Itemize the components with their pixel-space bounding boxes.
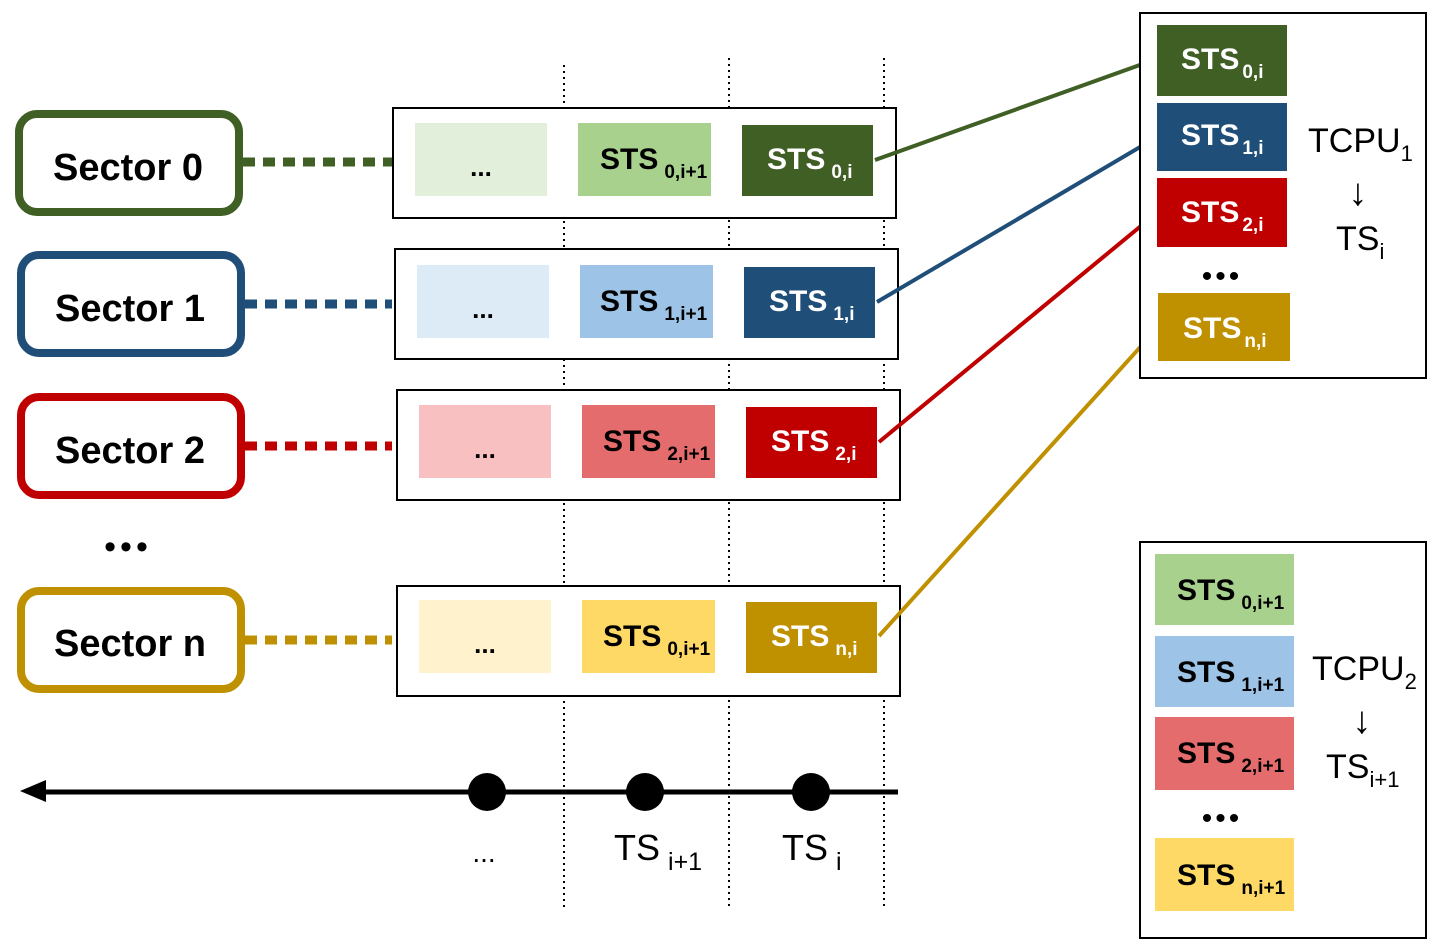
tcpu-sts-cell (1155, 554, 1294, 625)
arrow-sts1-to-tcpu1 (875, 138, 1154, 304)
tcpu-arrow: ↓ (1349, 172, 1368, 214)
sector-box (17, 587, 245, 693)
sts-current-cell (746, 602, 877, 673)
sts-current-cell (744, 267, 875, 338)
sts-next-cell (582, 405, 715, 478)
sts-current-label: STS 0,i (767, 143, 852, 183)
sts-current-label: STS n,i (771, 620, 858, 660)
sts-current-cell (746, 407, 877, 478)
sector-box (17, 251, 245, 357)
ellipsis-cell-text: ... (470, 152, 492, 182)
tcpu2-panel: STS 0,i+1 STS 1,i+1 STS 2,i+1 ••• STS n,i+1 … (1139, 541, 1427, 939)
tcpu-ts: TSi (1336, 220, 1384, 264)
tcpu-sts-label: STS 0,i (1181, 43, 1263, 83)
tcpu-arrow: ↓ (1353, 700, 1372, 742)
sector-row-1: Sector 1 ... STS 1,i+1 STS 1,i (17, 248, 899, 360)
sts-next-cell (578, 123, 711, 196)
sector-row-0: Sector 0 ... STS 0,i+1 STS 0,i (15, 107, 897, 219)
tcpu-ellipsis: ••• (1202, 802, 1243, 835)
tcpu-sts-cell (1155, 636, 1294, 707)
timeline-label: TS i+1 (614, 827, 702, 876)
tcpu-sts-cell (1155, 717, 1294, 790)
ellipsis-cell (415, 123, 547, 196)
timeline-label: ... (472, 837, 495, 868)
sector-label: Sector 2 (55, 430, 205, 472)
timeline-point (468, 773, 506, 811)
sector-ellipsis: ••• (104, 528, 152, 566)
ellipsis-cell-text: ... (474, 434, 496, 464)
tcpu-sts-cell (1157, 178, 1287, 247)
sts-next-label: STS 0,i+1 (603, 620, 711, 660)
sts-next-label: STS 2,i+1 (603, 425, 711, 465)
timeline-arrowhead (20, 780, 46, 802)
sts-next-label: STS 1,i+1 (600, 285, 708, 325)
timeline: ... TS i+1 TS i (20, 773, 898, 876)
sector-box (15, 110, 243, 216)
sector-row-n: Sector n ... STS 0,i+1 STS n,i (17, 585, 901, 697)
sector-label: Sector 1 (55, 288, 205, 330)
tcpu-sts-label: STS 1,i (1181, 119, 1263, 159)
tcpu-ellipsis: ••• (1202, 260, 1243, 293)
ellipsis-cell (419, 405, 551, 478)
tcpu-sts-cell (1158, 293, 1290, 361)
tcpu-name: TCPU2 (1312, 650, 1417, 694)
ellipsis-cell-text: ... (474, 629, 496, 659)
tcpu-sts-label: STS n,i (1183, 312, 1267, 352)
tcpu1-panel: STS 0,i STS 1,i STS 2,i ••• STS n,i TCPU1 ↓ … (1139, 12, 1427, 379)
timeline-point (626, 773, 664, 811)
ellipsis-cell-text: ... (472, 294, 494, 324)
ellipsis-cell (417, 265, 549, 338)
tcpu-ts: TSi+1 (1326, 748, 1399, 792)
tcpu-sts-label: STS n,i+1 (1177, 859, 1286, 899)
sts-next-cell (580, 265, 713, 338)
arrow-sts0-to-tcpu1 (874, 59, 1152, 162)
sts-next-cell (582, 600, 715, 673)
tcpu-sts-cell (1157, 25, 1287, 96)
tcpu-sts-cell (1155, 838, 1294, 911)
sts-next-label: STS 0,i+1 (600, 143, 708, 183)
sts-current-cell (742, 125, 873, 196)
sts-current-label: STS 2,i (771, 425, 856, 465)
ellipsis-cell (419, 600, 551, 673)
sector-box (17, 393, 245, 499)
sector-label: Sector n (54, 623, 206, 665)
arrow-stsn-to-tcpu1 (877, 331, 1155, 638)
tcpu-sts-label: STS 2,i+1 (1177, 737, 1285, 777)
tcpu-sts-label: STS 2,i (1181, 196, 1263, 236)
tcpu-sts-label: STS 0,i+1 (1177, 574, 1285, 614)
tcpu-name: TCPU1 (1308, 122, 1413, 166)
sts-current-label: STS 1,i (769, 285, 854, 325)
timeline-point (792, 773, 830, 811)
sector-row-2: Sector 2 ... STS 2,i+1 STS 2,i (17, 389, 901, 501)
tcpu-sts-cell (1157, 103, 1287, 171)
timeline-label: TS i (782, 827, 842, 876)
sector-label: Sector 0 (53, 147, 203, 189)
arrow-sts2-to-tcpu1 (877, 214, 1155, 444)
tcpu-sts-label: STS 1,i+1 (1177, 656, 1285, 696)
